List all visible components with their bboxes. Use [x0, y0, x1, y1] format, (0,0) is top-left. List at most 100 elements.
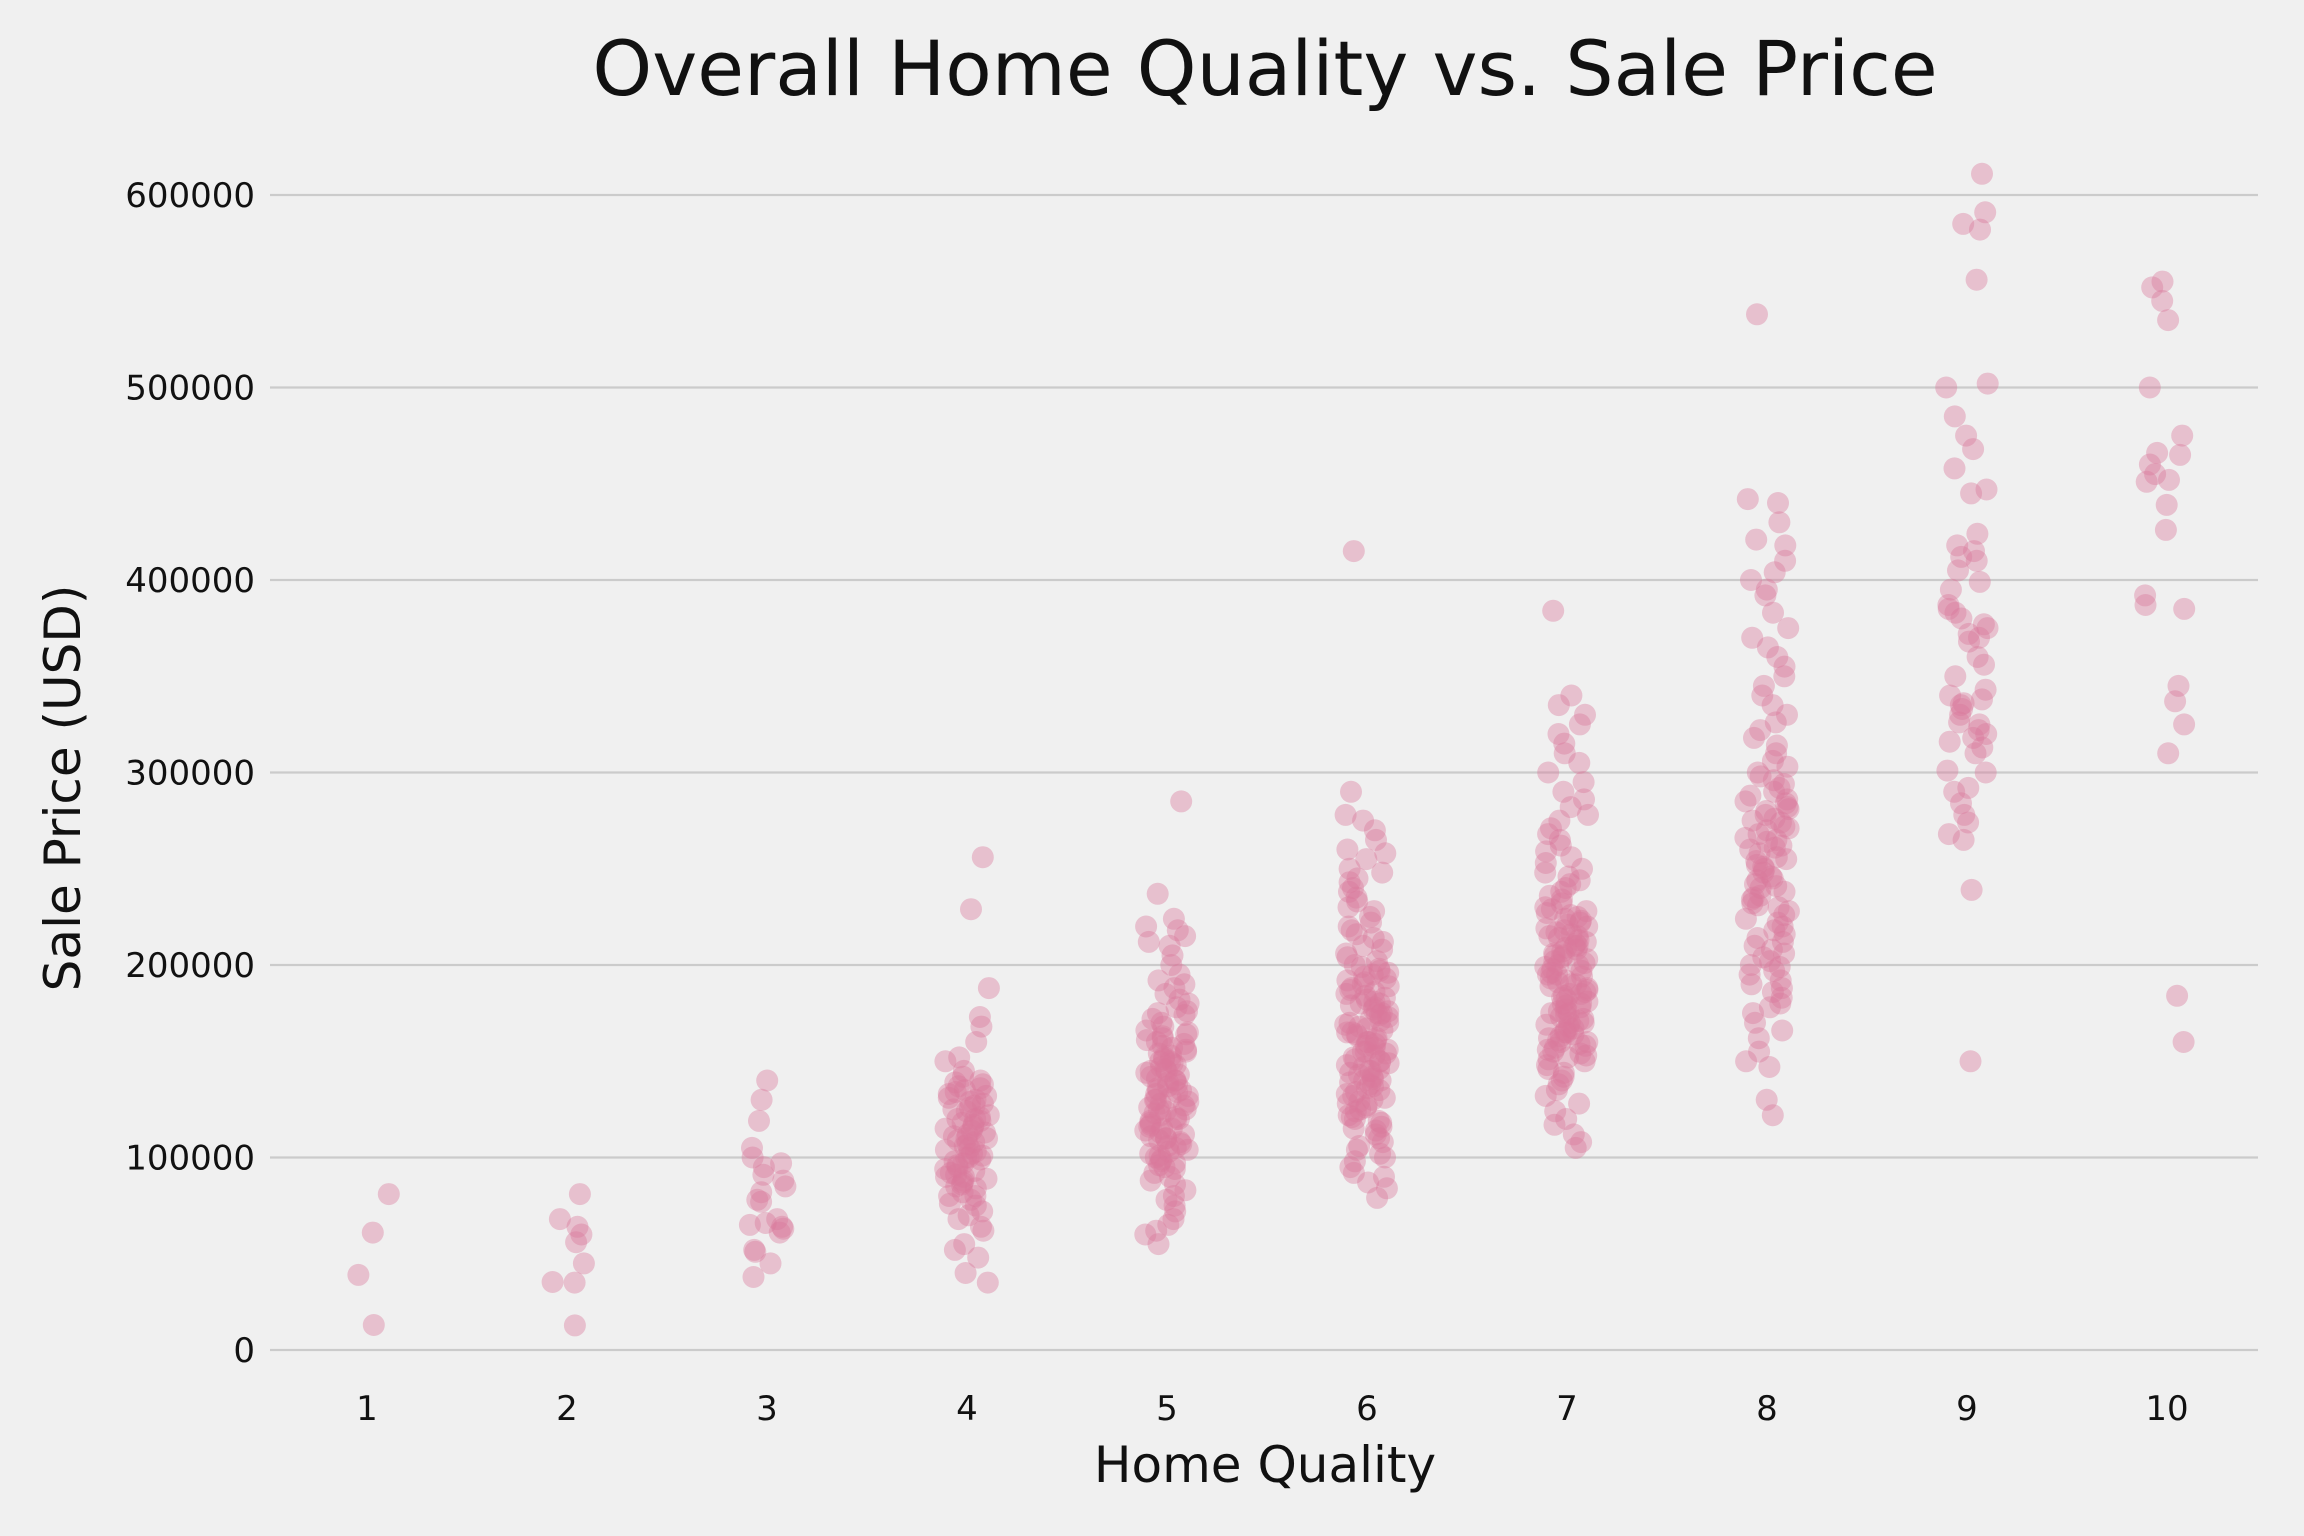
data-point [1569, 1042, 1592, 1065]
data-point [1363, 1044, 1386, 1067]
data-point [975, 1084, 998, 1107]
data-point [1145, 1088, 1167, 1111]
data-point [1773, 904, 1796, 926]
data-point [1164, 1069, 1187, 1092]
data-point [2172, 1031, 2195, 1053]
data-point [1952, 212, 1975, 235]
data-point [568, 1183, 591, 1206]
data-point [1371, 938, 1394, 961]
data-point [1150, 1056, 1173, 1078]
data-point [1139, 1109, 1162, 1132]
data-point [1351, 1040, 1374, 1063]
data-point [1140, 1125, 1162, 1148]
data-point [1154, 1058, 1177, 1080]
data-point [1377, 961, 1400, 984]
data-point [943, 1238, 966, 1261]
data-point [1555, 1021, 1578, 1044]
data-point [1574, 981, 1597, 1003]
data-point [1534, 861, 1557, 884]
data-point [1558, 982, 1581, 1005]
data-point [1355, 1034, 1377, 1057]
data-point [1773, 655, 1796, 678]
data-point [1553, 732, 1576, 755]
data-point [968, 1106, 991, 1129]
data-point [1573, 952, 1596, 975]
data-point [1141, 1007, 1164, 1030]
data-point [1971, 688, 1993, 711]
data-point [1151, 1034, 1174, 1057]
data-point [1342, 1084, 1365, 1107]
data-point [1374, 1042, 1397, 1065]
data-point [1774, 792, 1797, 815]
data-point [1139, 1169, 1162, 1192]
data-point [945, 1163, 968, 1186]
data-point [945, 1175, 968, 1198]
data-point [1147, 969, 1170, 992]
data-point [1760, 865, 1783, 888]
data-point [1761, 981, 1784, 1003]
data-point [1969, 218, 1991, 241]
data-point [970, 1215, 992, 1238]
data-point [1538, 925, 1561, 948]
data-point [1949, 703, 1972, 726]
data-point [1355, 988, 1378, 1011]
data-point [1337, 1104, 1360, 1127]
y-tick-label: 400000 [125, 561, 255, 601]
data-point [1958, 630, 1980, 653]
data-point [1552, 1065, 1575, 1088]
data-point [1576, 990, 1599, 1013]
data-point [938, 1185, 961, 1207]
data-point [766, 1208, 789, 1231]
data-point [1547, 1000, 1570, 1023]
data-point [1370, 1002, 1393, 1025]
data-point [964, 1177, 987, 1200]
data-point [1340, 919, 1363, 942]
data-point [1746, 869, 1769, 892]
data-point [1143, 1088, 1166, 1111]
data-point [570, 1223, 593, 1246]
data-point [1742, 886, 1765, 909]
data-point [1374, 967, 1397, 990]
data-point [1553, 919, 1576, 942]
data-point [1765, 828, 1788, 851]
data-point [1537, 1058, 1560, 1080]
data-point [969, 1069, 992, 1092]
data-point [1761, 867, 1784, 890]
data-point [1140, 1065, 1162, 1088]
data-point [1943, 780, 1966, 803]
data-point [964, 1140, 987, 1163]
data-point [1936, 759, 1959, 782]
data-point [1155, 1188, 1178, 1211]
data-point [1364, 1119, 1387, 1142]
data-point [1734, 790, 1757, 813]
data-point [952, 1165, 975, 1188]
data-point [1359, 1073, 1382, 1096]
data-point [1352, 809, 1375, 832]
data-point [1764, 711, 1787, 734]
data-point [977, 977, 1000, 1000]
data-point [1148, 1144, 1171, 1167]
data-point [1570, 992, 1593, 1015]
data-point [1177, 1090, 1200, 1113]
data-point [1167, 1108, 1190, 1130]
data-point [1572, 1007, 1595, 1030]
data-point [1559, 873, 1582, 896]
data-point [1164, 1069, 1187, 1092]
data-point [2169, 443, 2192, 466]
data-point [1549, 834, 1572, 857]
data-point [1135, 1061, 1158, 1084]
data-point [1139, 1059, 1162, 1082]
data-point [1334, 1013, 1357, 1036]
data-point [1741, 626, 1764, 649]
data-point [1173, 1094, 1195, 1117]
data-point [957, 1146, 980, 1169]
data-point [1352, 934, 1375, 957]
data-point [1566, 925, 1589, 948]
data-point [1574, 703, 1596, 726]
grid-lines [270, 193, 2258, 1352]
data-point [1749, 719, 1772, 742]
data-point [1135, 1029, 1158, 1052]
data-points [347, 162, 2196, 1337]
data-point [347, 1263, 370, 1286]
data-point [1573, 1050, 1596, 1073]
